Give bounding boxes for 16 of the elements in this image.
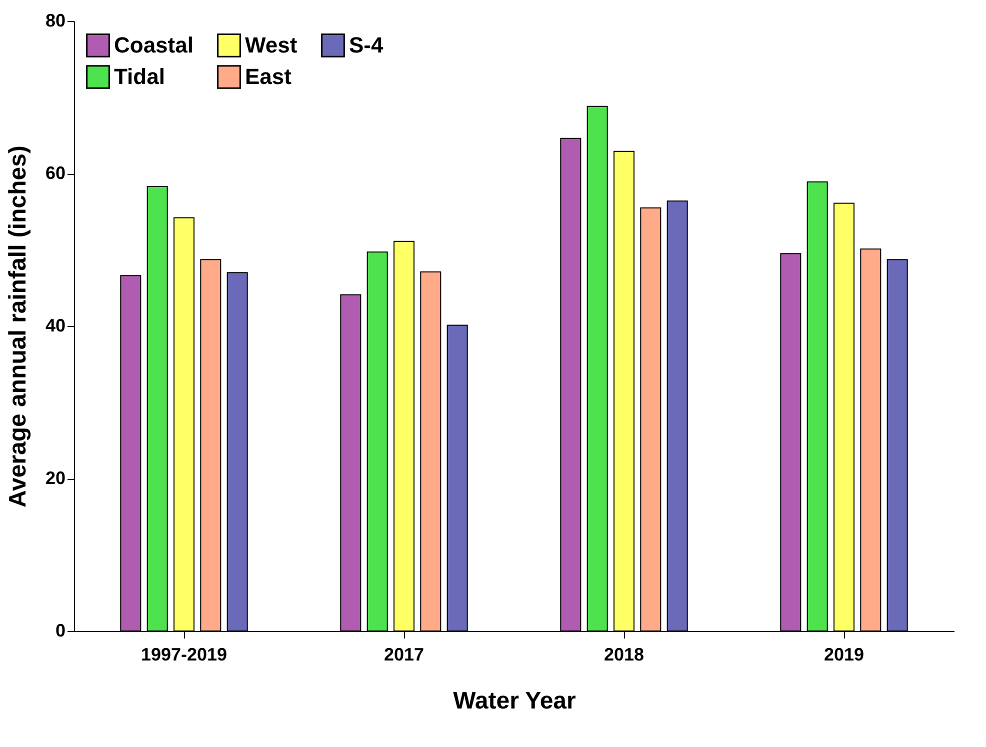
y-axis-title: Average annual rainfall (inches) xyxy=(4,146,32,508)
x-tick-label: 2017 xyxy=(384,644,424,664)
x-tick-label: 2019 xyxy=(824,644,864,664)
y-tick-label: 20 xyxy=(45,468,66,488)
y-tick-label: 0 xyxy=(55,620,66,640)
legend-label: S-4 xyxy=(349,32,384,58)
x-tick-label: 1997-2019 xyxy=(140,644,228,664)
y-tick-label: 40 xyxy=(45,316,66,336)
y-tick-label: 60 xyxy=(45,163,66,183)
y-tick-label: 80 xyxy=(45,10,66,30)
legend-label: Coastal xyxy=(114,32,194,58)
x-tick-label: 2018 xyxy=(604,644,644,664)
x-axis-title: Water Year xyxy=(453,688,576,714)
legend-label: East xyxy=(245,64,292,89)
legend-label: Tidal xyxy=(114,64,165,89)
legend-label: West xyxy=(245,32,298,58)
